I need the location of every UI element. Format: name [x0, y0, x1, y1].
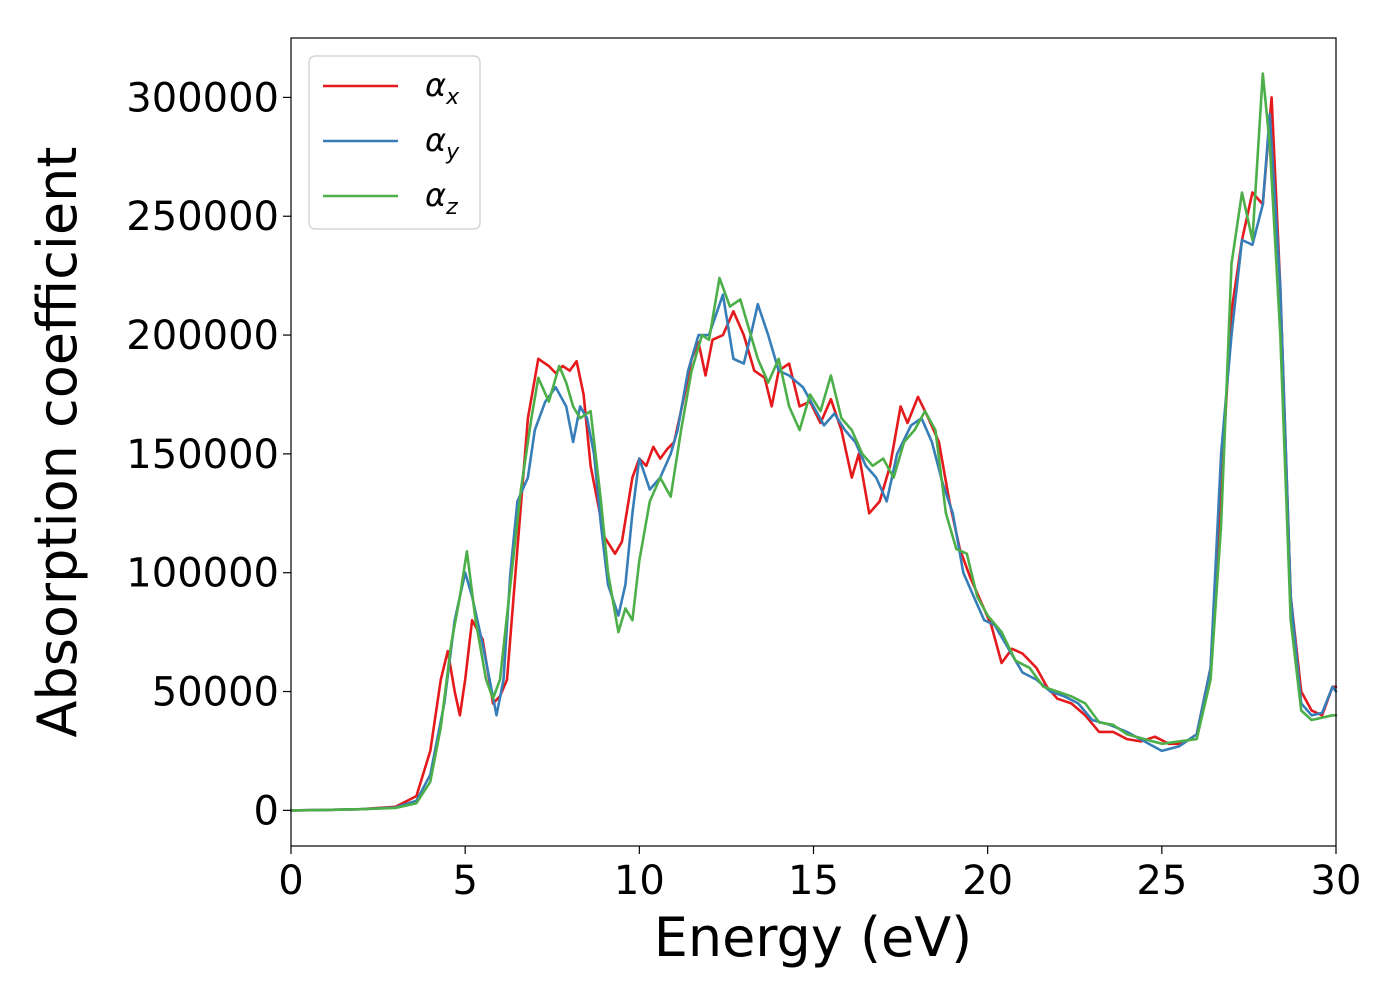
- legend-symbol: α: [425, 66, 446, 104]
- x-axis-ticks: 0 5 10 15 20 25 30: [278, 846, 1361, 904]
- x-tick-label: 10: [614, 858, 665, 904]
- series-line-alpha-z: [289, 72, 1338, 812]
- x-tick-label: 20: [962, 858, 1013, 904]
- legend-subscript: x: [445, 85, 460, 110]
- x-tick-label: 30: [1311, 858, 1362, 904]
- legend-label-y: αy: [425, 121, 460, 165]
- y-tick-label: 150000: [126, 432, 279, 478]
- x-axis-title: Energy (eV): [654, 906, 973, 969]
- x-tick-label: 5: [452, 858, 477, 904]
- legend-subscript: y: [445, 140, 460, 165]
- y-tick-label: 50000: [152, 670, 279, 716]
- x-tick-label: 25: [1136, 858, 1187, 904]
- legend-label-x: αx: [425, 66, 460, 110]
- legend-label-z: αz: [425, 176, 458, 220]
- legend-symbol: α: [425, 121, 446, 159]
- y-axis-ticks: 0 50000 100000 150000 200000 250000 300000: [126, 75, 291, 834]
- series-layer: [289, 72, 1338, 812]
- y-tick-label: 100000: [126, 551, 279, 597]
- y-tick-label: 300000: [126, 75, 279, 121]
- y-axis-title: Absorption coefficient: [26, 147, 89, 738]
- y-tick-label: 250000: [126, 194, 279, 240]
- y-tick-label: 0: [254, 788, 279, 834]
- legend-subscript: z: [445, 195, 458, 220]
- x-tick-label: 0: [278, 858, 303, 904]
- legend-box: [308, 55, 481, 230]
- y-tick-label: 200000: [126, 313, 279, 359]
- legend-symbol: α: [425, 176, 446, 214]
- x-tick-label: 15: [788, 858, 839, 904]
